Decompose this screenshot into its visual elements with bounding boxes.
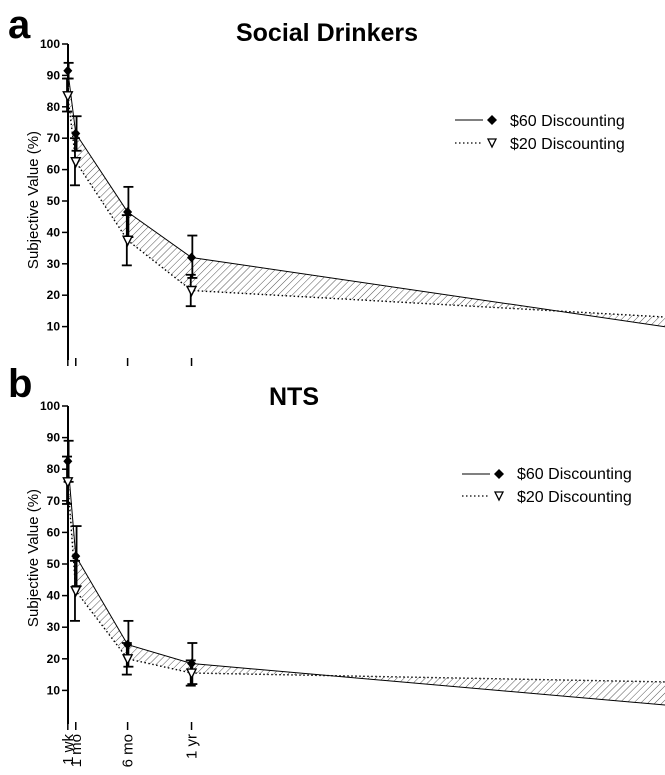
shaded-area-a (67, 70, 665, 327)
panel-a: a Social Drinkers Subjective Value (%) $… (8, 3, 625, 269)
panel-a-title: Social Drinkers (236, 19, 418, 47)
legend-b-label-60: $60 Discounting (517, 466, 632, 483)
y-tick-label-b-60: 60 (47, 525, 61, 539)
legend-b-marker-60 (494, 469, 504, 479)
y-tick-label-a-80: 80 (47, 100, 61, 114)
legend-a-marker-60 (487, 115, 497, 125)
point-20-b-1 (70, 586, 82, 598)
y-tick-label-b-10: 10 (47, 683, 61, 697)
point-20-a-1 (70, 157, 82, 169)
point-60-b-3 (187, 658, 197, 669)
point-60-a-1 (71, 128, 81, 139)
y-tick-label-b-30: 30 (47, 620, 61, 634)
point-20-b-2 (121, 654, 134, 666)
y-tick-label-a-50: 50 (47, 194, 61, 208)
legend-b-label-20: $20 Discounting (517, 489, 632, 506)
point-60-a-2 (123, 206, 133, 217)
y-tick-label-a-90: 90 (47, 68, 61, 82)
series-20-line-b (67, 481, 665, 683)
y-tick-label-a-100: 100 (40, 37, 60, 51)
panel-a-plot: 10 20 30 40 50 60 70 80 90 100 (40, 37, 665, 366)
legend-a-label-60: $60 Discounting (510, 113, 625, 130)
y-tick-label-b-100: 100 (40, 399, 60, 413)
y-tick-label-b-20: 20 (47, 652, 61, 666)
panel-b-ylabel: Subjective Value (%) (25, 489, 42, 627)
point-20-a-3 (185, 285, 198, 298)
y-tick-label-b-80: 80 (47, 462, 61, 476)
y-tick-label-b-50: 50 (47, 557, 61, 571)
legend-a-label-20: $20 Discounting (510, 136, 625, 153)
y-tick-label-a-40: 40 (47, 225, 61, 239)
y-tick-label-a-70: 70 (47, 131, 61, 145)
y-tick-label-b-40: 40 (47, 589, 61, 603)
legend-a-marker-20 (486, 138, 498, 149)
point-20-a-0 (62, 91, 74, 103)
point-20-b-0 (62, 477, 74, 489)
y-tick-label-b-90: 90 (47, 431, 61, 445)
panel-a-legend: $60 Discounting $20 Discounting (455, 113, 625, 153)
panel-b-title: NTS (269, 383, 319, 411)
y-tick-label-a-60: 60 (47, 163, 61, 177)
y-tick-label-b-70: 70 (47, 494, 61, 508)
point-20-b-3 (185, 668, 198, 680)
x-tick-label-1: 1 mo (68, 734, 85, 767)
x-tick-label-3: 1 yr (184, 734, 201, 759)
panel-letter-b: b (8, 362, 32, 406)
x-tick-label-0: 1 wk (60, 734, 77, 765)
panel-letter-a: a (8, 3, 31, 47)
point-60-a-0 (63, 65, 73, 76)
y-tick-label-a-30: 30 (47, 257, 61, 271)
panel-b-legend: $60 Discounting $20 Discounting (462, 466, 632, 506)
point-60-a-3 (187, 252, 197, 263)
point-60-b-0 (63, 456, 73, 467)
chart-marks: 1020304050607080901001020304050607080901… (40, 37, 665, 767)
y-tick-label-a-20: 20 (47, 288, 61, 302)
point-20-a-2 (121, 235, 134, 247)
point-60-b-2 (123, 639, 133, 650)
panel-a-ylabel: Subjective Value (%) (25, 131, 42, 269)
y-tick-label-a-10: 10 (47, 320, 61, 334)
legend-b-marker-20 (493, 491, 505, 502)
x-tick-label-2: 6 mo (120, 734, 137, 767)
panel-b: b NTS Subjective Value (%) $60 Discounti… (8, 362, 632, 627)
point-60-b-1 (71, 551, 81, 562)
